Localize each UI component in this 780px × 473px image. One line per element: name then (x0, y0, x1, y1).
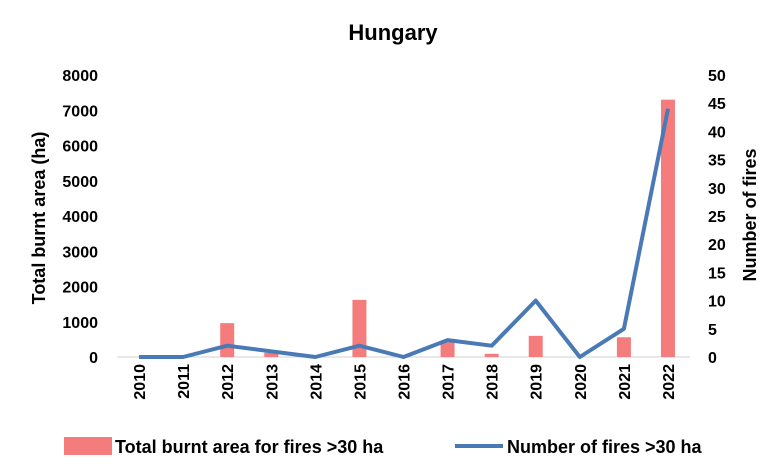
x-tick-label: 2019 (529, 364, 546, 400)
chart-title: Hungary (348, 20, 438, 45)
y-left-tick-label: 8000 (62, 68, 98, 85)
bar-2013 (264, 352, 279, 357)
bar-2015 (352, 299, 367, 357)
x-tick-label: 2017 (441, 364, 458, 400)
right-axis-ticks: 0 5 10 15 20 25 30 35 40 45 50 (708, 68, 726, 367)
y-left-tick-label: 4000 (62, 209, 98, 226)
x-tick-label: 2013 (264, 364, 281, 400)
y-right-tick-label: 45 (708, 96, 726, 113)
bar-series (220, 99, 675, 358)
y-left-tick-label: 1000 (62, 315, 98, 332)
y-left-tick-label: 6000 (62, 139, 98, 156)
y-left-tick-label: 0 (89, 350, 98, 367)
y-left-tick-label: 5000 (62, 174, 98, 191)
bar-2022 (660, 99, 675, 358)
y-left-tick-label: 3000 (62, 244, 98, 261)
x-tick-label: 2020 (573, 364, 590, 400)
x-axis-ticks: 2010 2011 2012 2013 2014 2015 2016 2017 2018 2019… (132, 364, 678, 400)
bar-2021 (616, 337, 631, 357)
legend-line-label: Number of fires >30 ha (507, 437, 703, 457)
y-axis-right-title: Number of fires (740, 148, 760, 281)
y-right-tick-label: 35 (708, 153, 726, 170)
bar-2018 (484, 353, 499, 357)
legend-bar-swatch (64, 437, 112, 455)
line-series (138, 108, 670, 359)
legend: Total burnt area for fires >30 ha Number… (64, 437, 703, 457)
bar-2019 (528, 335, 543, 357)
left-axis-ticks: 0 1000 2000 3000 4000 5000 6000 7000 8000 (62, 68, 98, 367)
y-right-tick-label: 10 (708, 294, 726, 311)
x-tick-label: 2018 (485, 364, 502, 400)
y-right-tick-label: 15 (708, 265, 726, 282)
y-right-tick-label: 0 (708, 350, 717, 367)
fires-line (139, 108, 670, 359)
bar-2017 (440, 342, 455, 357)
x-tick-label: 2011 (176, 364, 193, 399)
y-right-tick-label: 40 (708, 124, 726, 141)
y-right-tick-label: 20 (708, 237, 726, 254)
x-tick-label: 2012 (220, 364, 237, 400)
y-right-tick-label: 25 (708, 209, 726, 226)
bar-2012 (220, 323, 235, 357)
y-left-tick-label: 2000 (62, 280, 98, 297)
y-right-tick-label: 50 (708, 68, 726, 85)
y-axis-left-title: Total burnt area (ha) (29, 132, 49, 305)
x-tick-label: 2015 (352, 364, 369, 400)
x-tick-label: 2021 (617, 364, 634, 400)
y-right-tick-label: 30 (708, 181, 726, 198)
y-left-tick-label: 7000 (62, 103, 98, 120)
y-right-tick-label: 5 (708, 322, 717, 339)
x-tick-label: 2016 (397, 364, 414, 400)
x-tick-label: 2010 (132, 364, 149, 400)
legend-bar-label: Total burnt area for fires >30 ha (115, 437, 384, 457)
x-tick-label: 2022 (661, 364, 678, 400)
x-tick-label: 2014 (308, 364, 325, 400)
